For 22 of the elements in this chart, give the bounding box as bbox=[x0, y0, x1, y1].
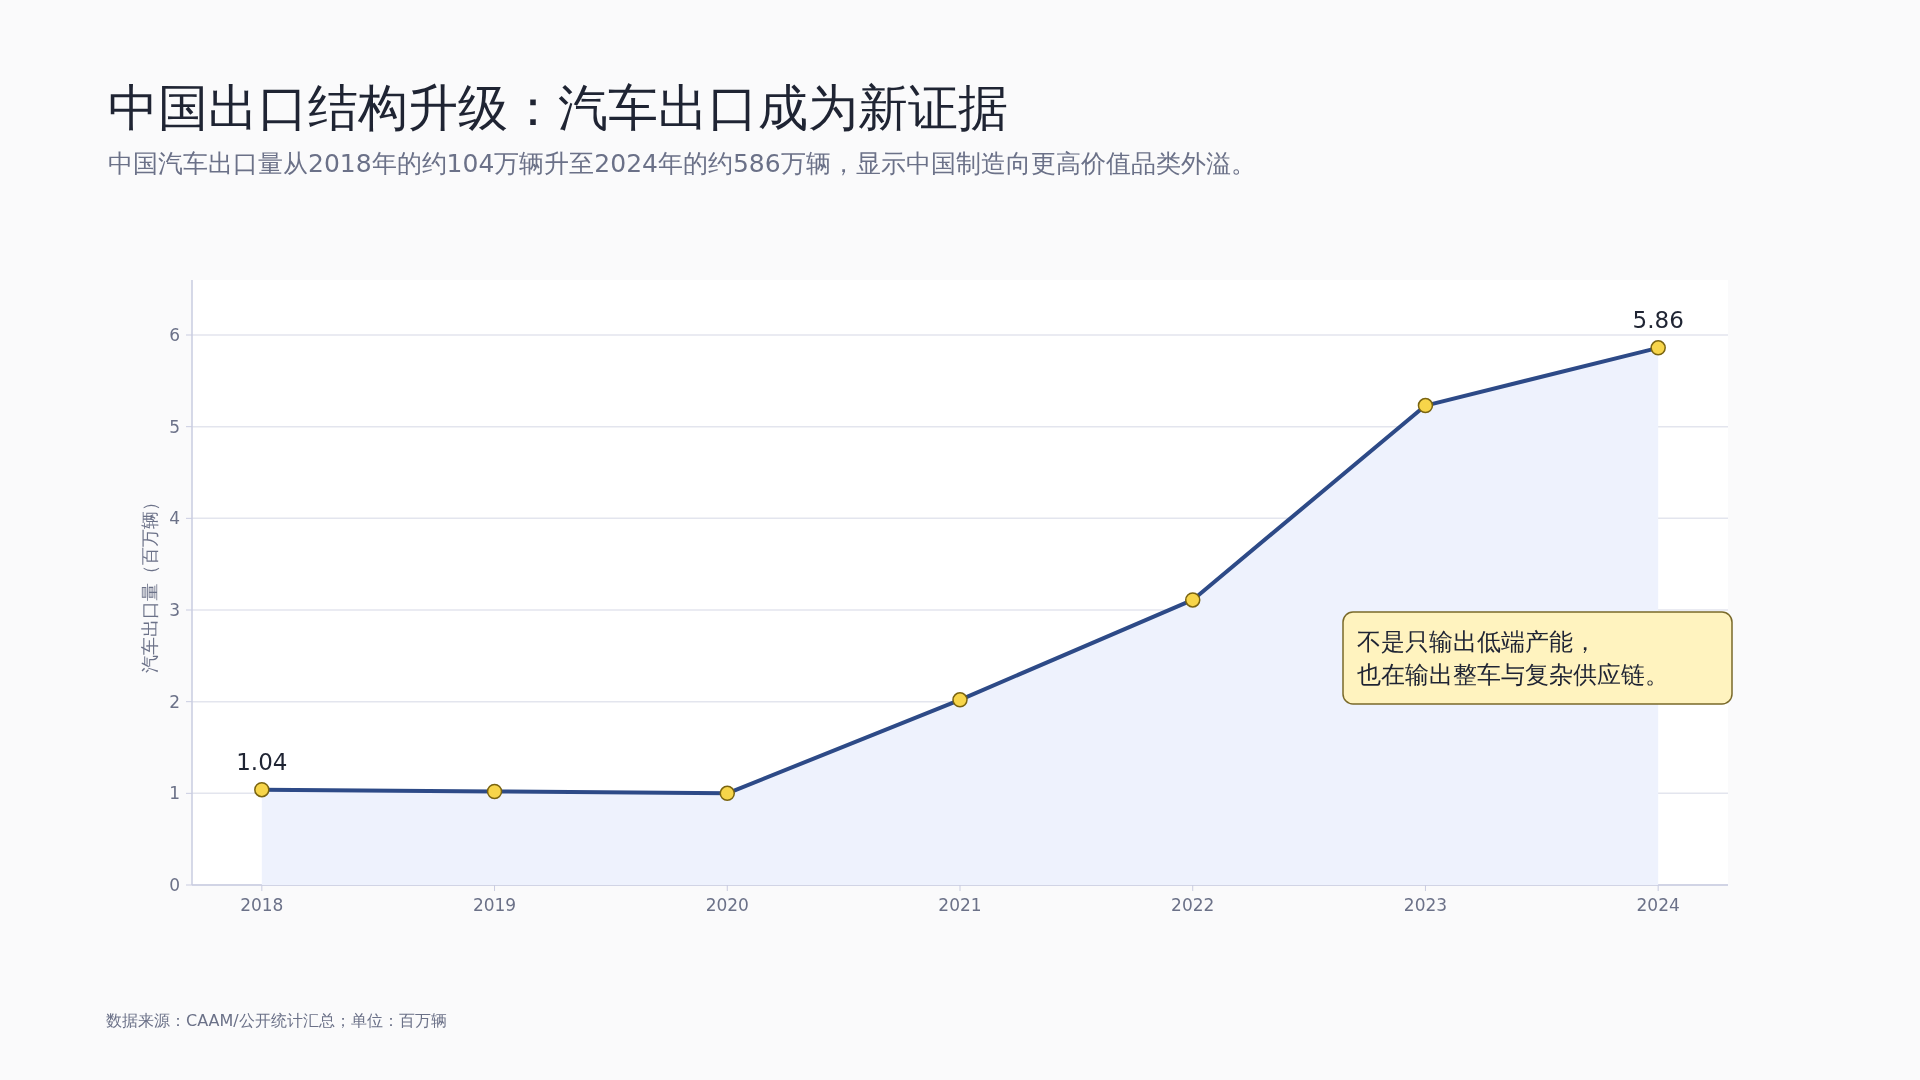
y-tick-label: 1 bbox=[169, 783, 180, 804]
chart-title: 中国出口结构升级：汽车出口成为新证据 bbox=[108, 79, 1008, 137]
y-tick-label: 4 bbox=[169, 508, 180, 529]
x-tick-label: 2021 bbox=[938, 895, 982, 915]
y-tick-label: 5 bbox=[169, 416, 180, 437]
x-tick-label: 2022 bbox=[1171, 895, 1215, 915]
y-tick-label: 2 bbox=[169, 691, 180, 712]
annotation: 不是只输出低端产能， bbox=[1357, 628, 1597, 656]
y-axis-title: 汽车出口量（百万辆） bbox=[139, 492, 160, 673]
x-tick-label: 2023 bbox=[1403, 895, 1448, 915]
data-label: 1.04 bbox=[236, 748, 288, 775]
source-note: 数据来源：CAAM/公开统计汇总；单位：百万辆 bbox=[106, 1011, 447, 1030]
chart-subtitle: 中国汽车出口量从2018年的约104万辆升至2024年的约586万辆，显示中国制造向更高价值品类外溢。 bbox=[108, 149, 1256, 178]
x-tick-label: 2024 bbox=[1636, 895, 1680, 915]
y-tick-label: 6 bbox=[169, 325, 180, 345]
annotation: 也在输出整车与复杂供应链。 bbox=[1357, 661, 1669, 689]
x-tick-label: 2018 bbox=[240, 895, 284, 915]
data-label: 5.86 bbox=[1632, 306, 1684, 333]
x-tick-label: 2019 bbox=[472, 895, 517, 915]
y-tick-label: 0 bbox=[169, 875, 180, 895]
x-tick-label: 2020 bbox=[705, 895, 749, 915]
y-tick-label: 3 bbox=[169, 600, 180, 620]
